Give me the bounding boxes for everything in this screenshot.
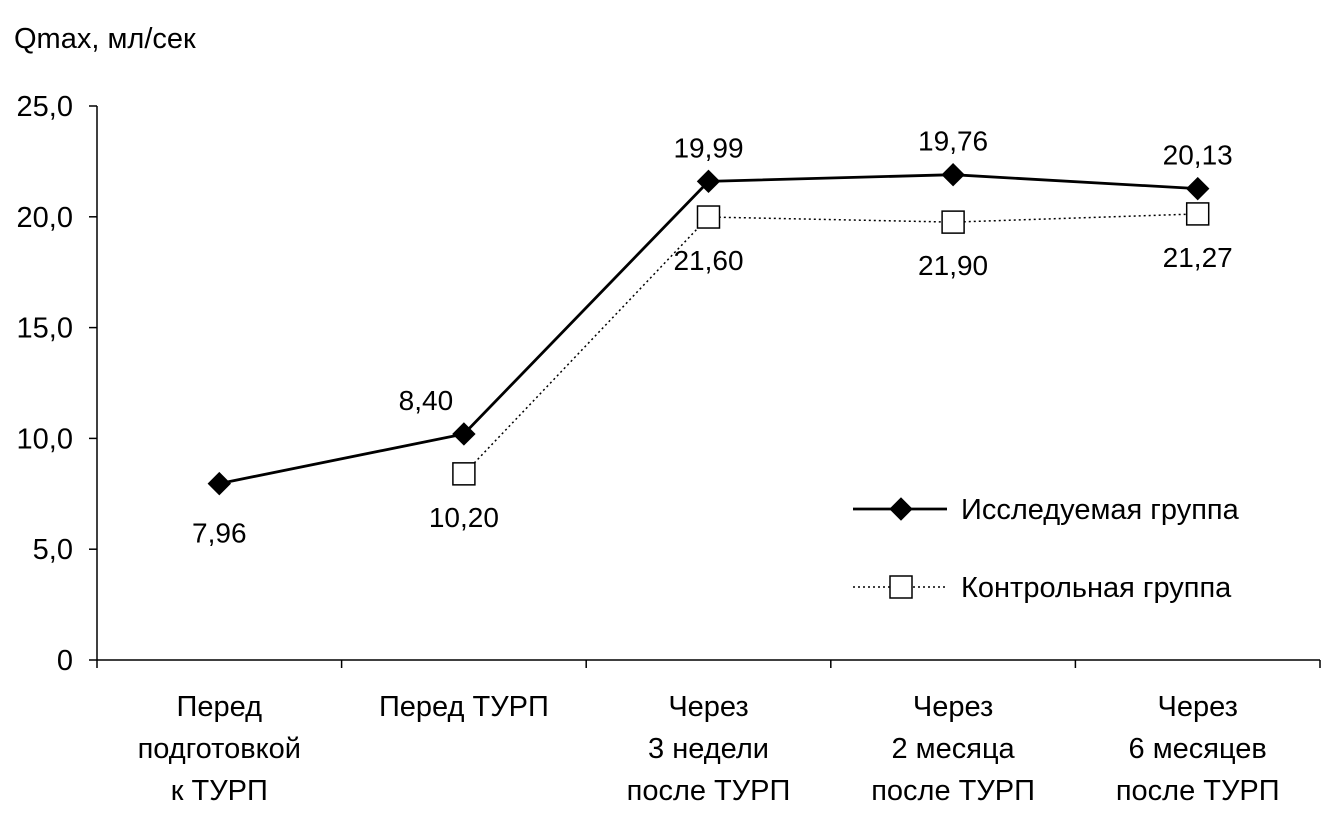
- y-tick-label: 15,0: [17, 313, 73, 345]
- x-category-line: 6 месяцев: [1129, 733, 1267, 765]
- study-point-marker: [941, 162, 965, 187]
- study-data-label: 19,99: [673, 132, 743, 163]
- study-data-label: 7,96: [192, 518, 247, 549]
- control-point-marker: [696, 205, 721, 229]
- x-category-line: 3 недели: [648, 733, 769, 765]
- x-category-line: подготовкой: [138, 733, 301, 765]
- y-axis-title: Qmax, мл/сек: [14, 23, 196, 55]
- control-point-marker: [941, 210, 965, 234]
- axes: [96, 106, 1320, 661]
- control-data-label: 21,90: [918, 250, 988, 281]
- y-tick-label: 5,0: [33, 534, 73, 566]
- y-tick-label: 10,0: [17, 423, 73, 455]
- x-category-line: Через: [668, 691, 748, 723]
- x-category-label: Перед ТУРП: [379, 691, 549, 723]
- y-ticks: 0 5,0 10,0 15,0 20,0 25,0: [17, 91, 97, 677]
- legend-square-marker: [889, 575, 913, 599]
- study-data-label: 19,76: [918, 126, 988, 157]
- control-point-marker: [452, 462, 476, 486]
- legend-label: Контрольная группа: [961, 572, 1232, 604]
- x-category-line: Через: [1158, 691, 1238, 723]
- study-point-marker: [696, 169, 721, 194]
- x-category-line: после ТУРП: [1116, 775, 1280, 807]
- x-ticks: Перед подготовкой к ТУРП Перед ТУРП Через 3 н…: [96, 660, 1321, 807]
- control-point-marker: [1185, 202, 1210, 226]
- legend-label: Исследуемая группа: [961, 494, 1240, 526]
- x-category-line: 2 месяца: [891, 733, 1015, 765]
- y-tick-label: 0: [57, 645, 73, 677]
- study-point-marker: [1185, 176, 1210, 201]
- x-category-label: Через 3 недели после ТУРП: [627, 691, 791, 807]
- x-category-line: Через: [913, 691, 993, 723]
- study-point-marker: [207, 471, 232, 496]
- y-tick-label: 25,0: [17, 91, 73, 123]
- control-series-line: [463, 213, 1198, 475]
- x-category-line: после ТУРП: [871, 775, 1035, 807]
- x-category-line: после ТУРП: [627, 775, 791, 807]
- study-data-label: 20,13: [1163, 140, 1233, 171]
- x-category-line: Перед: [177, 691, 263, 723]
- y-tick-label: 20,0: [17, 202, 73, 234]
- x-category-label: Через 2 месяца после ТУРП: [871, 691, 1035, 807]
- series-layer: [207, 162, 1210, 496]
- control-data-label: 21,27: [1163, 242, 1233, 273]
- study-data-label: 8,40: [399, 385, 454, 416]
- data-labels: 7,96 8,40 19,99 19,76 20,13 10,20 21,60 21,90 21…: [192, 126, 1233, 549]
- legend-diamond-marker: [889, 497, 913, 521]
- x-category-label: Через 6 месяцев после ТУРП: [1116, 691, 1280, 807]
- x-category-line: Перед ТУРП: [379, 691, 549, 723]
- study-point-marker: [452, 422, 476, 446]
- control-data-label: 21,60: [673, 245, 743, 276]
- x-category-label: Перед подготовкой к ТУРП: [138, 691, 301, 807]
- control-data-label: 10,20: [429, 502, 499, 533]
- x-category-line: к ТУРП: [171, 775, 268, 807]
- legend: Исследуемая группа Контрольная группа: [853, 494, 1240, 604]
